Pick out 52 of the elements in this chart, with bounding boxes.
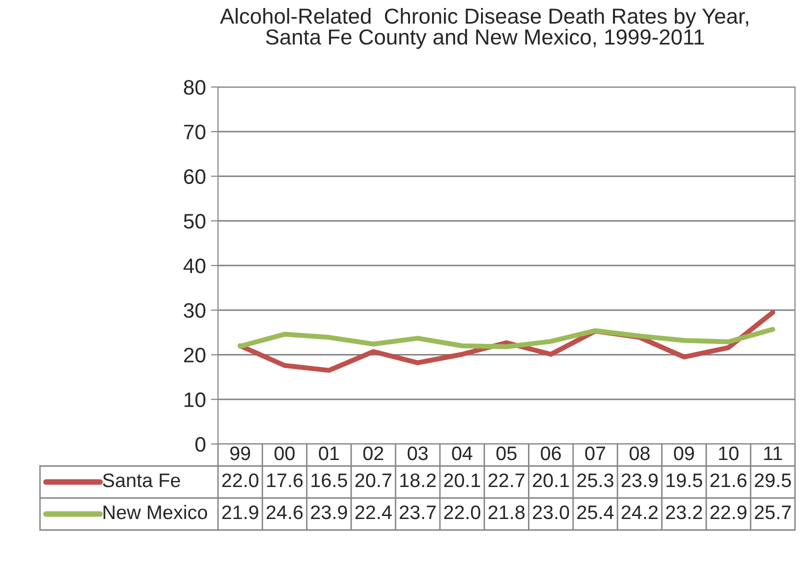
x-tick-label: 09: [674, 446, 694, 460]
data-label: 20.1: [444, 473, 480, 488]
line-series: [238, 326, 776, 350]
x-tick-label: 08: [630, 446, 650, 460]
data-label: 21.6: [710, 473, 746, 488]
data-label: 16.5: [312, 473, 348, 488]
data-label: 23.9: [311, 505, 347, 520]
data-label: 29.5: [754, 473, 791, 488]
x-tick-label: 06: [540, 446, 561, 460]
x-tick-label: 10: [719, 446, 738, 460]
data-label: 25.7: [754, 505, 791, 520]
data-label: 21.9: [222, 505, 258, 520]
data-label: 22.4: [355, 505, 392, 520]
legend-label: New Mexico: [104, 504, 208, 520]
data-label: 22.9: [710, 505, 746, 520]
y-tick-label: 70: [184, 124, 206, 140]
data-label: 23.0: [532, 505, 570, 520]
data-label: 24.6: [266, 505, 303, 520]
y-tick-label: 10: [184, 392, 206, 408]
y-tick-label: 20: [184, 348, 206, 363]
data-label: 25.3: [577, 473, 614, 488]
data-label: 24.2: [622, 505, 658, 520]
x-tick-label: 03: [408, 446, 428, 460]
x-tick-label: 02: [363, 446, 384, 460]
data-label: 21.8: [488, 505, 525, 520]
data-label: 22.0: [222, 473, 258, 488]
y-tick-label: 80: [184, 80, 206, 95]
y-tick-label: 30: [184, 303, 206, 318]
data-label: 25.4: [577, 505, 614, 520]
data-label: 23.2: [666, 505, 702, 520]
x-tick-label: 00: [274, 446, 295, 460]
data-label: 20.7: [355, 473, 392, 488]
y-tick-label: 60: [184, 169, 206, 184]
x-tick-label: 04: [452, 446, 472, 460]
x-tick-label: 05: [496, 446, 516, 460]
data-label: 17.6: [267, 473, 303, 488]
x-tick-label: 07: [585, 446, 606, 460]
x-tick-label: 99: [230, 446, 250, 460]
x-tick-label: 11: [764, 446, 782, 460]
data-label: 23.7: [400, 505, 436, 520]
y-tick-label: 50: [184, 214, 206, 229]
data-label: 22.7: [488, 473, 524, 488]
data-label: 23.9: [622, 473, 658, 488]
y-tick-label: 40: [184, 258, 206, 274]
chart-title: Alcohol-Related Chronic Disease Death Rates by Year, Santa Fe County and New Mexico, 1999-2011: [220, 8, 748, 49]
x-tick-label: 01: [318, 446, 339, 460]
legend-label: Santa Fe: [102, 473, 180, 488]
data-label: 22.0: [444, 505, 480, 520]
data-label: 20.1: [532, 473, 569, 488]
data-label: 19.5: [666, 473, 702, 488]
y-tick-label: 0: [195, 437, 206, 452]
data-label: 18.2: [400, 473, 436, 488]
